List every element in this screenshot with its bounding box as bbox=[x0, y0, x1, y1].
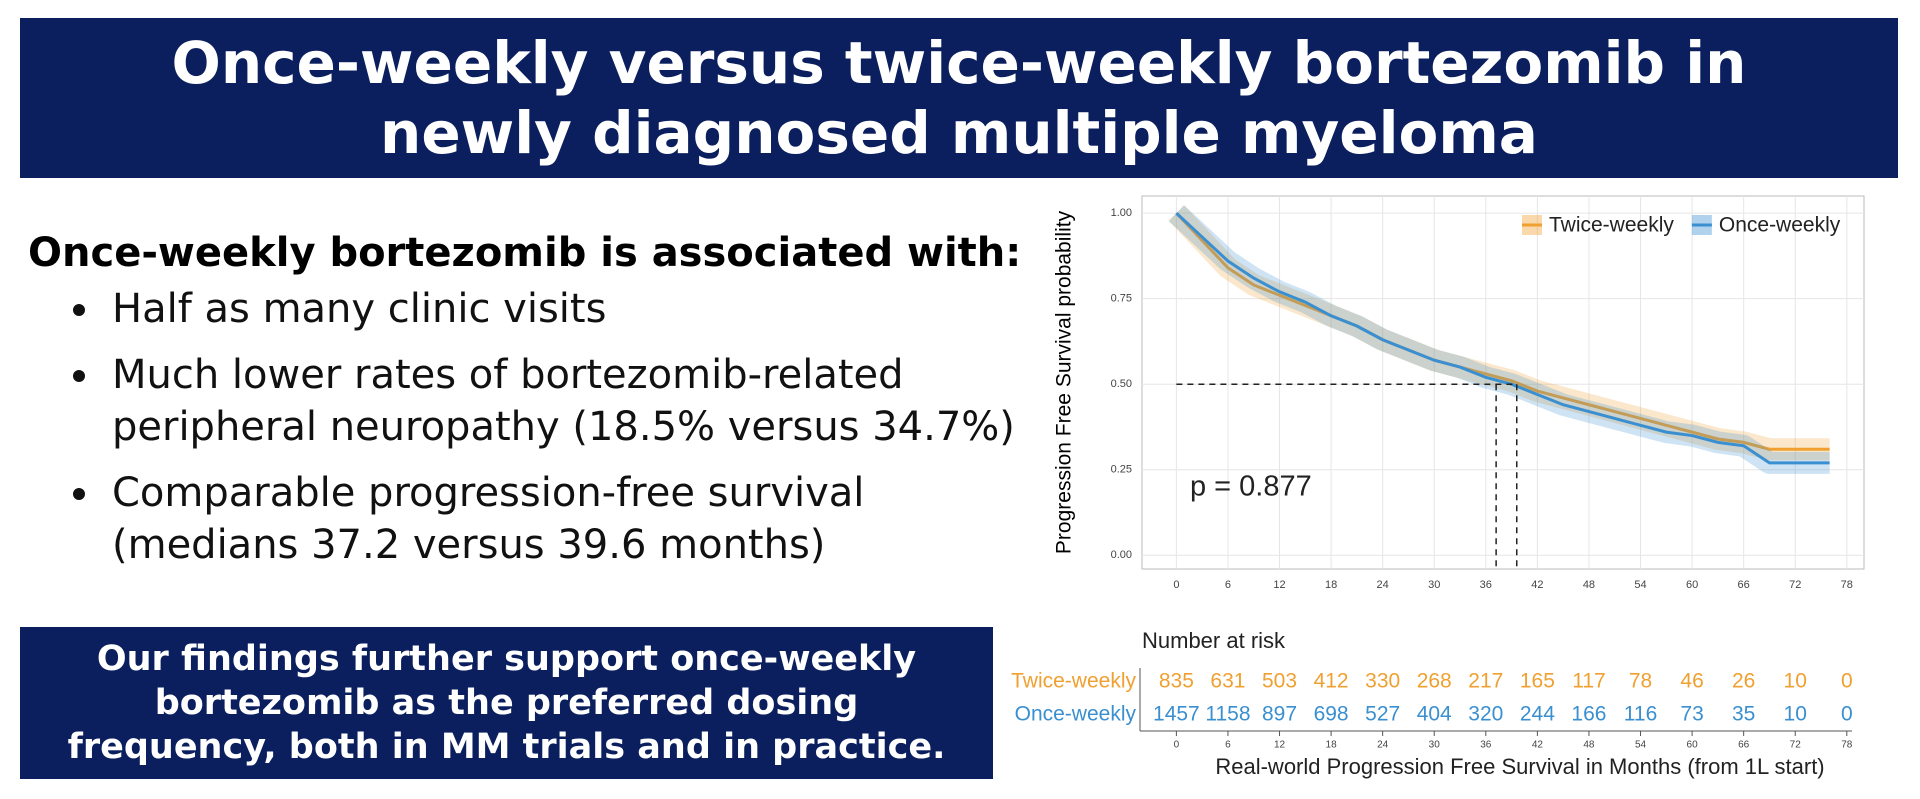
bullet: Comparable progression-free survival (me… bbox=[104, 467, 1054, 571]
risk-count: 320 bbox=[1468, 703, 1503, 726]
conclusion: Our findings further support once-weekly… bbox=[20, 627, 993, 779]
x-tick-label: 78 bbox=[1841, 579, 1853, 591]
x-tick-label: 6 bbox=[1225, 579, 1231, 591]
y-tick-label: 0.00 bbox=[1111, 549, 1132, 561]
risk-count: 631 bbox=[1210, 670, 1245, 693]
risk-count: 1158 bbox=[1205, 703, 1250, 726]
risk-x-tick-label: 54 bbox=[1635, 740, 1647, 751]
x-axis-title: Real-world Progression Free Survival in … bbox=[1215, 754, 1824, 779]
risk-count: 897 bbox=[1262, 703, 1297, 726]
risk-x-tick-label: 36 bbox=[1480, 740, 1492, 751]
risk-x-tick-label: 30 bbox=[1429, 740, 1441, 751]
bullet: Much lower rates of bortezomib-related p… bbox=[104, 349, 1054, 453]
risk-count: 503 bbox=[1262, 670, 1297, 693]
survival-curve bbox=[1175, 212, 1830, 451]
risk-row-label: Twice-weekly bbox=[1011, 670, 1136, 693]
risk-count: 78 bbox=[1629, 670, 1652, 693]
risk-count: 0 bbox=[1841, 703, 1853, 726]
y-tick-label: 1.00 bbox=[1111, 207, 1132, 219]
risk-x-tick-label: 78 bbox=[1841, 740, 1853, 751]
summary-heading: Once-weekly bortezomib is associated wit… bbox=[28, 230, 1022, 276]
risk-count: 527 bbox=[1365, 703, 1400, 726]
risk-count: 268 bbox=[1417, 670, 1452, 693]
risk-x-tick-label: 6 bbox=[1225, 740, 1231, 751]
risk-count: 412 bbox=[1314, 670, 1349, 693]
x-tick-label: 30 bbox=[1428, 579, 1440, 591]
x-tick-label: 72 bbox=[1789, 579, 1801, 591]
risk-x-tick-label: 42 bbox=[1532, 740, 1544, 751]
risk-count: 217 bbox=[1468, 670, 1503, 693]
slide-title: Once-weekly versus twice-weekly bortezom… bbox=[20, 18, 1898, 178]
legend-label: Twice-weekly bbox=[1549, 214, 1674, 237]
y-axis-title: Progression Free Survival probability bbox=[1053, 210, 1076, 554]
risk-x-tick-label: 66 bbox=[1738, 740, 1750, 751]
risk-count: 835 bbox=[1159, 670, 1194, 693]
x-tick-label: 66 bbox=[1738, 579, 1750, 591]
x-tick-label: 36 bbox=[1480, 579, 1492, 591]
risk-count: 330 bbox=[1365, 670, 1400, 693]
risk-count: 698 bbox=[1314, 703, 1349, 726]
y-tick-label: 0.25 bbox=[1111, 464, 1132, 476]
annotation: p = 0.877 bbox=[1190, 471, 1312, 503]
risk-row-label: Once-weekly bbox=[1015, 703, 1137, 726]
risk-count: 10 bbox=[1784, 670, 1807, 693]
x-tick-label: 24 bbox=[1377, 579, 1389, 591]
risk-count: 26 bbox=[1732, 670, 1755, 693]
risk-x-tick-label: 72 bbox=[1790, 740, 1802, 751]
x-tick-label: 54 bbox=[1634, 579, 1646, 591]
risk-count: 0 bbox=[1841, 670, 1853, 693]
risk-count: 116 bbox=[1624, 703, 1657, 726]
bullet: Half as many clinic visits bbox=[104, 283, 1054, 335]
risk-x-tick-label: 0 bbox=[1174, 740, 1180, 751]
risk-count: 10 bbox=[1784, 703, 1807, 726]
y-tick-label: 0.75 bbox=[1111, 293, 1132, 305]
risk-x-tick-label: 60 bbox=[1687, 740, 1699, 751]
survival-curve bbox=[1175, 212, 1830, 465]
risk-count: 404 bbox=[1417, 703, 1452, 726]
risk-count: 35 bbox=[1732, 703, 1755, 726]
risk-x-tick-label: 12 bbox=[1274, 740, 1286, 751]
legend-label: Once-weekly bbox=[1719, 214, 1841, 237]
risk-x-tick-label: 48 bbox=[1583, 740, 1595, 751]
risk-x-tick-label: 24 bbox=[1377, 740, 1389, 751]
risk-count: 166 bbox=[1571, 703, 1606, 726]
risk-count: 73 bbox=[1680, 703, 1703, 726]
x-tick-label: 0 bbox=[1173, 579, 1179, 591]
risk-count: 244 bbox=[1520, 703, 1555, 726]
x-tick-label: 42 bbox=[1531, 579, 1543, 591]
risk-count: 165 bbox=[1520, 670, 1555, 693]
risk-count: 117 bbox=[1572, 670, 1605, 693]
x-tick-label: 18 bbox=[1325, 579, 1337, 591]
risk-table-title: Number at risk bbox=[1142, 628, 1286, 653]
y-tick-label: 0.50 bbox=[1111, 378, 1132, 390]
x-tick-label: 12 bbox=[1273, 579, 1285, 591]
risk-count: 1457 bbox=[1153, 703, 1200, 726]
x-tick-label: 48 bbox=[1583, 579, 1595, 591]
risk-count: 46 bbox=[1680, 670, 1703, 693]
bullet-list: Half as many clinic visits Much lower rat… bbox=[60, 283, 1054, 585]
risk-x-tick-label: 18 bbox=[1326, 740, 1338, 751]
x-tick-label: 60 bbox=[1686, 579, 1698, 591]
